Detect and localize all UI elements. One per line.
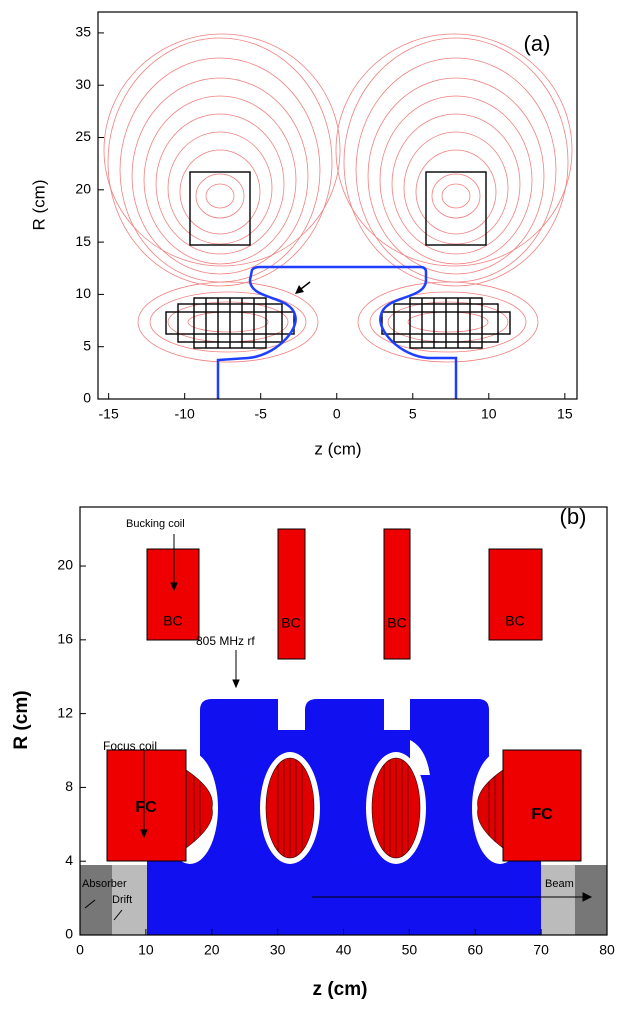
y-tick-label: 10	[75, 285, 91, 301]
x-tick-label: 15	[557, 406, 573, 422]
y-tick-label: 15	[75, 233, 91, 249]
annotation: Absorber	[82, 878, 127, 890]
y-tick-label: 25	[75, 128, 91, 144]
focus-coil-stacks	[185, 757, 504, 859]
x-tick-label: -5	[254, 406, 267, 422]
annotation: Beam	[545, 878, 574, 890]
annotation: Focus coil	[103, 739, 157, 753]
y-tick-label: 5	[83, 337, 91, 353]
annotation: BC	[387, 615, 406, 631]
x-tick-label: 5	[409, 406, 417, 422]
x-axis-label: z (cm)	[313, 979, 368, 1000]
y-tick-label: 0	[83, 390, 91, 406]
panel-label: (b)	[560, 504, 587, 529]
x-tick-label: 0	[333, 406, 341, 422]
coils-a	[165, 171, 511, 349]
x-tick-label: 40	[336, 942, 352, 958]
panel-label: (a)	[524, 31, 551, 56]
annotation: FC	[531, 806, 553, 823]
arrow-head	[295, 285, 304, 294]
y-tick-label: 30	[75, 76, 91, 92]
x-tick-label: 50	[402, 942, 418, 958]
x-tick-label: 30	[270, 942, 286, 958]
y-tick-label: 8	[65, 778, 73, 794]
y-tick-label: 20	[75, 181, 91, 197]
y-tick-label: 35	[75, 24, 91, 40]
x-axis-label: z (cm)	[314, 439, 361, 458]
pointer-arrows	[84, 534, 593, 921]
x-tick-label: -15	[99, 406, 119, 422]
x-tick-label: 20	[204, 942, 220, 958]
y-tick-label: 20	[57, 557, 73, 573]
plot-frame	[97, 11, 578, 400]
x-tick-label: -10	[175, 406, 195, 422]
y-tick-label: 0	[65, 926, 73, 942]
x-tick-label: 80	[599, 942, 615, 958]
coils-b	[106, 528, 582, 862]
x-tick-label: 60	[467, 942, 483, 958]
x-tick-label: 0	[76, 942, 84, 958]
annotation: BC	[505, 613, 524, 629]
y-tick-label: 4	[65, 852, 73, 868]
annotation: 805 MHz rf	[196, 634, 255, 648]
beamline	[80, 865, 607, 935]
annotation: FC	[135, 799, 157, 816]
annotation: Bucking coil	[126, 518, 185, 530]
y-axis-label: R (cm)	[29, 180, 48, 231]
field-contours	[103, 33, 573, 363]
annotation: Drift	[112, 894, 132, 906]
annotation: BC	[163, 613, 182, 629]
y-axis-label: R (cm)	[11, 690, 32, 749]
x-tick-label: 10	[138, 942, 154, 958]
annotation: BC	[281, 615, 300, 631]
x-tick-label: 10	[481, 406, 497, 422]
cavity-outline	[216, 265, 458, 399]
y-tick-label: 16	[57, 631, 73, 647]
y-tick-label: 12	[57, 704, 73, 720]
x-tick-label: 70	[533, 942, 549, 958]
